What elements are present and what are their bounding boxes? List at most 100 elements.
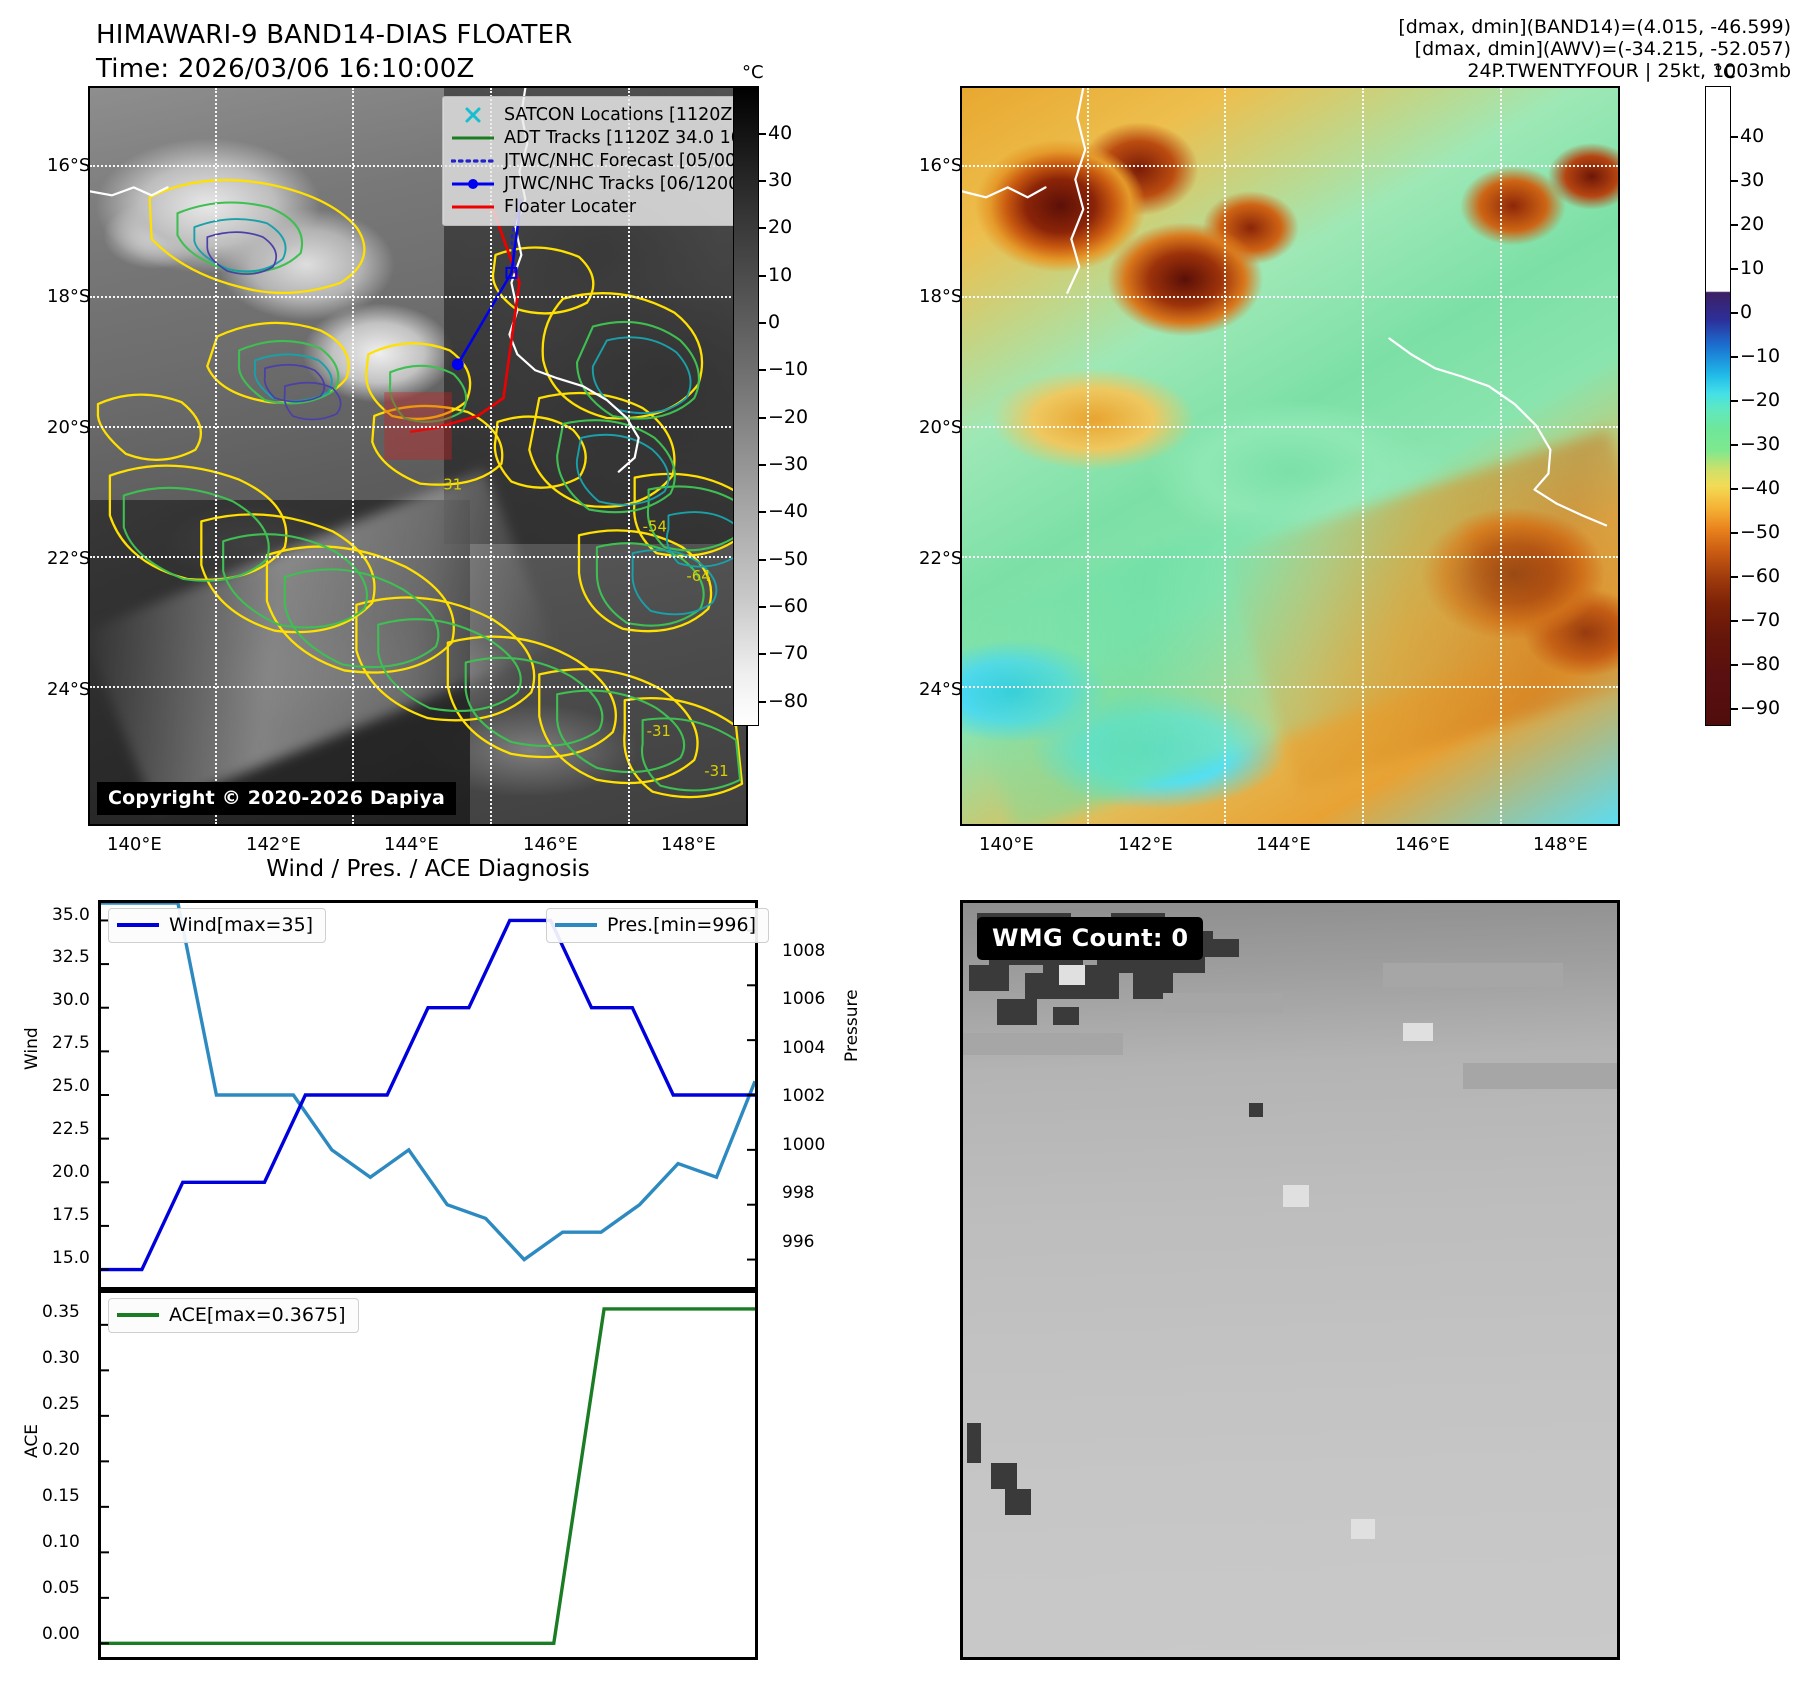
legend-label-tracks: JTWC/NHC Tracks [06/1200Z] <box>504 173 748 194</box>
ir-cb-tick-20: 20 <box>758 216 793 238</box>
pressure-tick-996: 996 <box>782 1232 815 1252</box>
wind-legend-swatch <box>117 923 159 927</box>
wind-pressure-chart[interactable] <box>98 900 758 1290</box>
ir-lat-tick-20s: 20°S <box>47 417 91 438</box>
track-marker-line-icon <box>450 177 496 191</box>
ace-tick-010: 0.10 <box>42 1532 80 1552</box>
pressure-legend-label: Pres.[min=996] <box>607 914 756 936</box>
legend-row-satcon: SATCON Locations [1120Z 38 998] <box>450 103 746 126</box>
ace-tick-025: 0.25 <box>42 1394 80 1414</box>
awv-lon-tick-140e: 140°E <box>979 834 1034 855</box>
awv-lat-tick-16s: 16°S <box>919 155 963 176</box>
satcon-x-marker-icon <box>450 105 496 125</box>
ace-tick-005: 0.05 <box>42 1578 80 1598</box>
ace-tick-015: 0.15 <box>42 1486 80 1506</box>
copyright-badge: Copyright © 2020-2026 Dapiya <box>97 782 457 815</box>
legend-label-adt: ADT Tracks [1120Z 34.0 1002.9] <box>504 127 746 148</box>
meta-band14: [dmax, dmin](BAND14)=(4.015, -46.599) <box>1398 16 1791 38</box>
awv-lat-tick-22s: 22°S <box>919 548 963 569</box>
pressure-tick-1002: 1002 <box>782 1086 826 1106</box>
ace-legend-swatch <box>117 1313 159 1317</box>
wind-tick-325: 32.5 <box>52 947 90 967</box>
awv-cb-tick-40: 40 <box>1730 125 1765 147</box>
ir-lat-tick-24s: 24°S <box>47 679 91 700</box>
ir-lat-tick-22s: 22°S <box>47 548 91 569</box>
ace-legend-label: ACE[max=0.3675] <box>169 1304 346 1326</box>
awv-lon-tick-146e: 146°E <box>1395 834 1450 855</box>
awv-cb-tick-m60: −60 <box>1730 565 1781 587</box>
pressure-legend: Pres.[min=996] <box>546 908 769 943</box>
awv-cb-tick-m70: −70 <box>1730 609 1781 631</box>
metadata-block: [dmax, dmin](BAND14)=(4.015, -46.599) [d… <box>1091 16 1791 82</box>
meta-awv: [dmax, dmin](AWV)=(-34.215, -52.057) <box>1414 38 1791 60</box>
awv-cb-tick-10: 10 <box>1730 257 1765 279</box>
ir-colorbar <box>733 86 759 726</box>
pressure-tick-1008: 1008 <box>782 941 826 961</box>
legend-label-forecast: JTWC/NHC Forecast [05/0000Z] <box>504 150 746 171</box>
wind-tick-225: 22.5 <box>52 1119 90 1139</box>
legend-row-tracks: JTWC/NHC Tracks [06/1200Z] <box>450 172 748 195</box>
awv-cb-tick-m10: −10 <box>1730 345 1781 367</box>
ir-cb-tick-30: 30 <box>758 169 793 191</box>
wind-tick-35: 35.0 <box>52 905 90 925</box>
ir-lon-tick-146e: 146°E <box>523 834 578 855</box>
awv-cb-tick-0: 0 <box>1730 301 1753 323</box>
ir-satellite-map[interactable]: -31 -54 -64 -31 -31 <box>88 86 748 826</box>
awv-cb-tick-m80: −80 <box>1730 653 1781 675</box>
adt-line-icon <box>450 132 496 144</box>
wind-tick-30: 30.0 <box>52 990 90 1010</box>
awv-satellite-map[interactable] <box>960 86 1620 826</box>
ir-cb-tick-10: 10 <box>758 264 793 286</box>
wind-tick-15: 15.0 <box>52 1248 90 1268</box>
awv-lat-tick-24s: 24°S <box>919 679 963 700</box>
ace-tick-000: 0.00 <box>42 1624 80 1644</box>
page-title: HIMAWARI-9 BAND14-DIAS FLOATER Time: 202… <box>96 18 896 86</box>
ir-cb-tick-40: 40 <box>758 122 793 144</box>
wind-tick-175: 17.5 <box>52 1205 90 1225</box>
awv-lat-tick-18s: 18°S <box>919 286 963 307</box>
awv-cb-tick-m90: −90 <box>1730 697 1781 719</box>
awv-lon-tick-148e: 148°E <box>1533 834 1588 855</box>
wmg-count-badge: WMG Count: 0 <box>977 917 1204 960</box>
wind-legend: Wind[max=35] <box>108 908 327 943</box>
awv-colorbar <box>1705 86 1731 726</box>
awv-cb-tick-m30: −30 <box>1730 433 1781 455</box>
wmg-imagery <box>963 903 1617 1657</box>
ir-cb-tick-m10: −10 <box>758 358 809 380</box>
awv-lon-tick-142e: 142°E <box>1118 834 1173 855</box>
ace-chart[interactable] <box>98 1290 758 1660</box>
wind-tick-20: 20.0 <box>52 1162 90 1182</box>
awv-lat-tick-20s: 20°S <box>919 417 963 438</box>
legend-row-forecast: JTWC/NHC Forecast [05/0000Z] <box>450 149 746 172</box>
ace-plot <box>101 1307 755 1646</box>
floater-line-icon <box>450 201 496 213</box>
ir-lon-tick-148e: 148°E <box>661 834 716 855</box>
wind-legend-label: Wind[max=35] <box>169 914 314 936</box>
awv-lon-tick-144e: 144°E <box>1256 834 1311 855</box>
ir-lon-tick-142e: 142°E <box>246 834 301 855</box>
ace-tick-030: 0.30 <box>42 1348 80 1368</box>
ir-map-legend: SATCON Locations [1120Z 38 998] ADT Trac… <box>442 96 748 226</box>
awv-colorbar-unit: °C <box>1714 62 1736 83</box>
awv-cb-tick-m20: −20 <box>1730 389 1781 411</box>
ir-cb-tick-0: 0 <box>758 311 781 333</box>
title-main: HIMAWARI-9 BAND14-DIAS FLOATER <box>96 20 573 50</box>
ace-tick-035: 0.35 <box>42 1302 80 1322</box>
legend-label-floater: Floater Locater <box>504 196 637 217</box>
ir-lon-tick-144e: 144°E <box>384 834 439 855</box>
awv-cb-tick-m40: −40 <box>1730 477 1781 499</box>
pressure-tick-1004: 1004 <box>782 1038 826 1058</box>
pressure-tick-1006: 1006 <box>782 989 826 1009</box>
charts-panel-title: Wind / Pres. / ACE Diagnosis <box>266 856 590 882</box>
wind-axis-title: Wind <box>22 1027 42 1070</box>
awv-cb-tick-30: 30 <box>1730 169 1765 191</box>
wmg-panel[interactable]: WMG Count: 0 <box>960 900 1620 1660</box>
wind-tick-275: 27.5 <box>52 1033 90 1053</box>
pressure-tick-998: 998 <box>782 1183 815 1203</box>
ace-tick-020: 0.20 <box>42 1440 80 1460</box>
ir-cb-tick-m40: −40 <box>758 500 809 522</box>
ir-cb-tick-m50: −50 <box>758 548 809 570</box>
title-time: Time: 2026/03/06 16:10:00Z <box>96 54 475 84</box>
ir-cb-tick-m30: −30 <box>758 453 809 475</box>
pressure-axis-title: Pressure <box>842 989 862 1062</box>
